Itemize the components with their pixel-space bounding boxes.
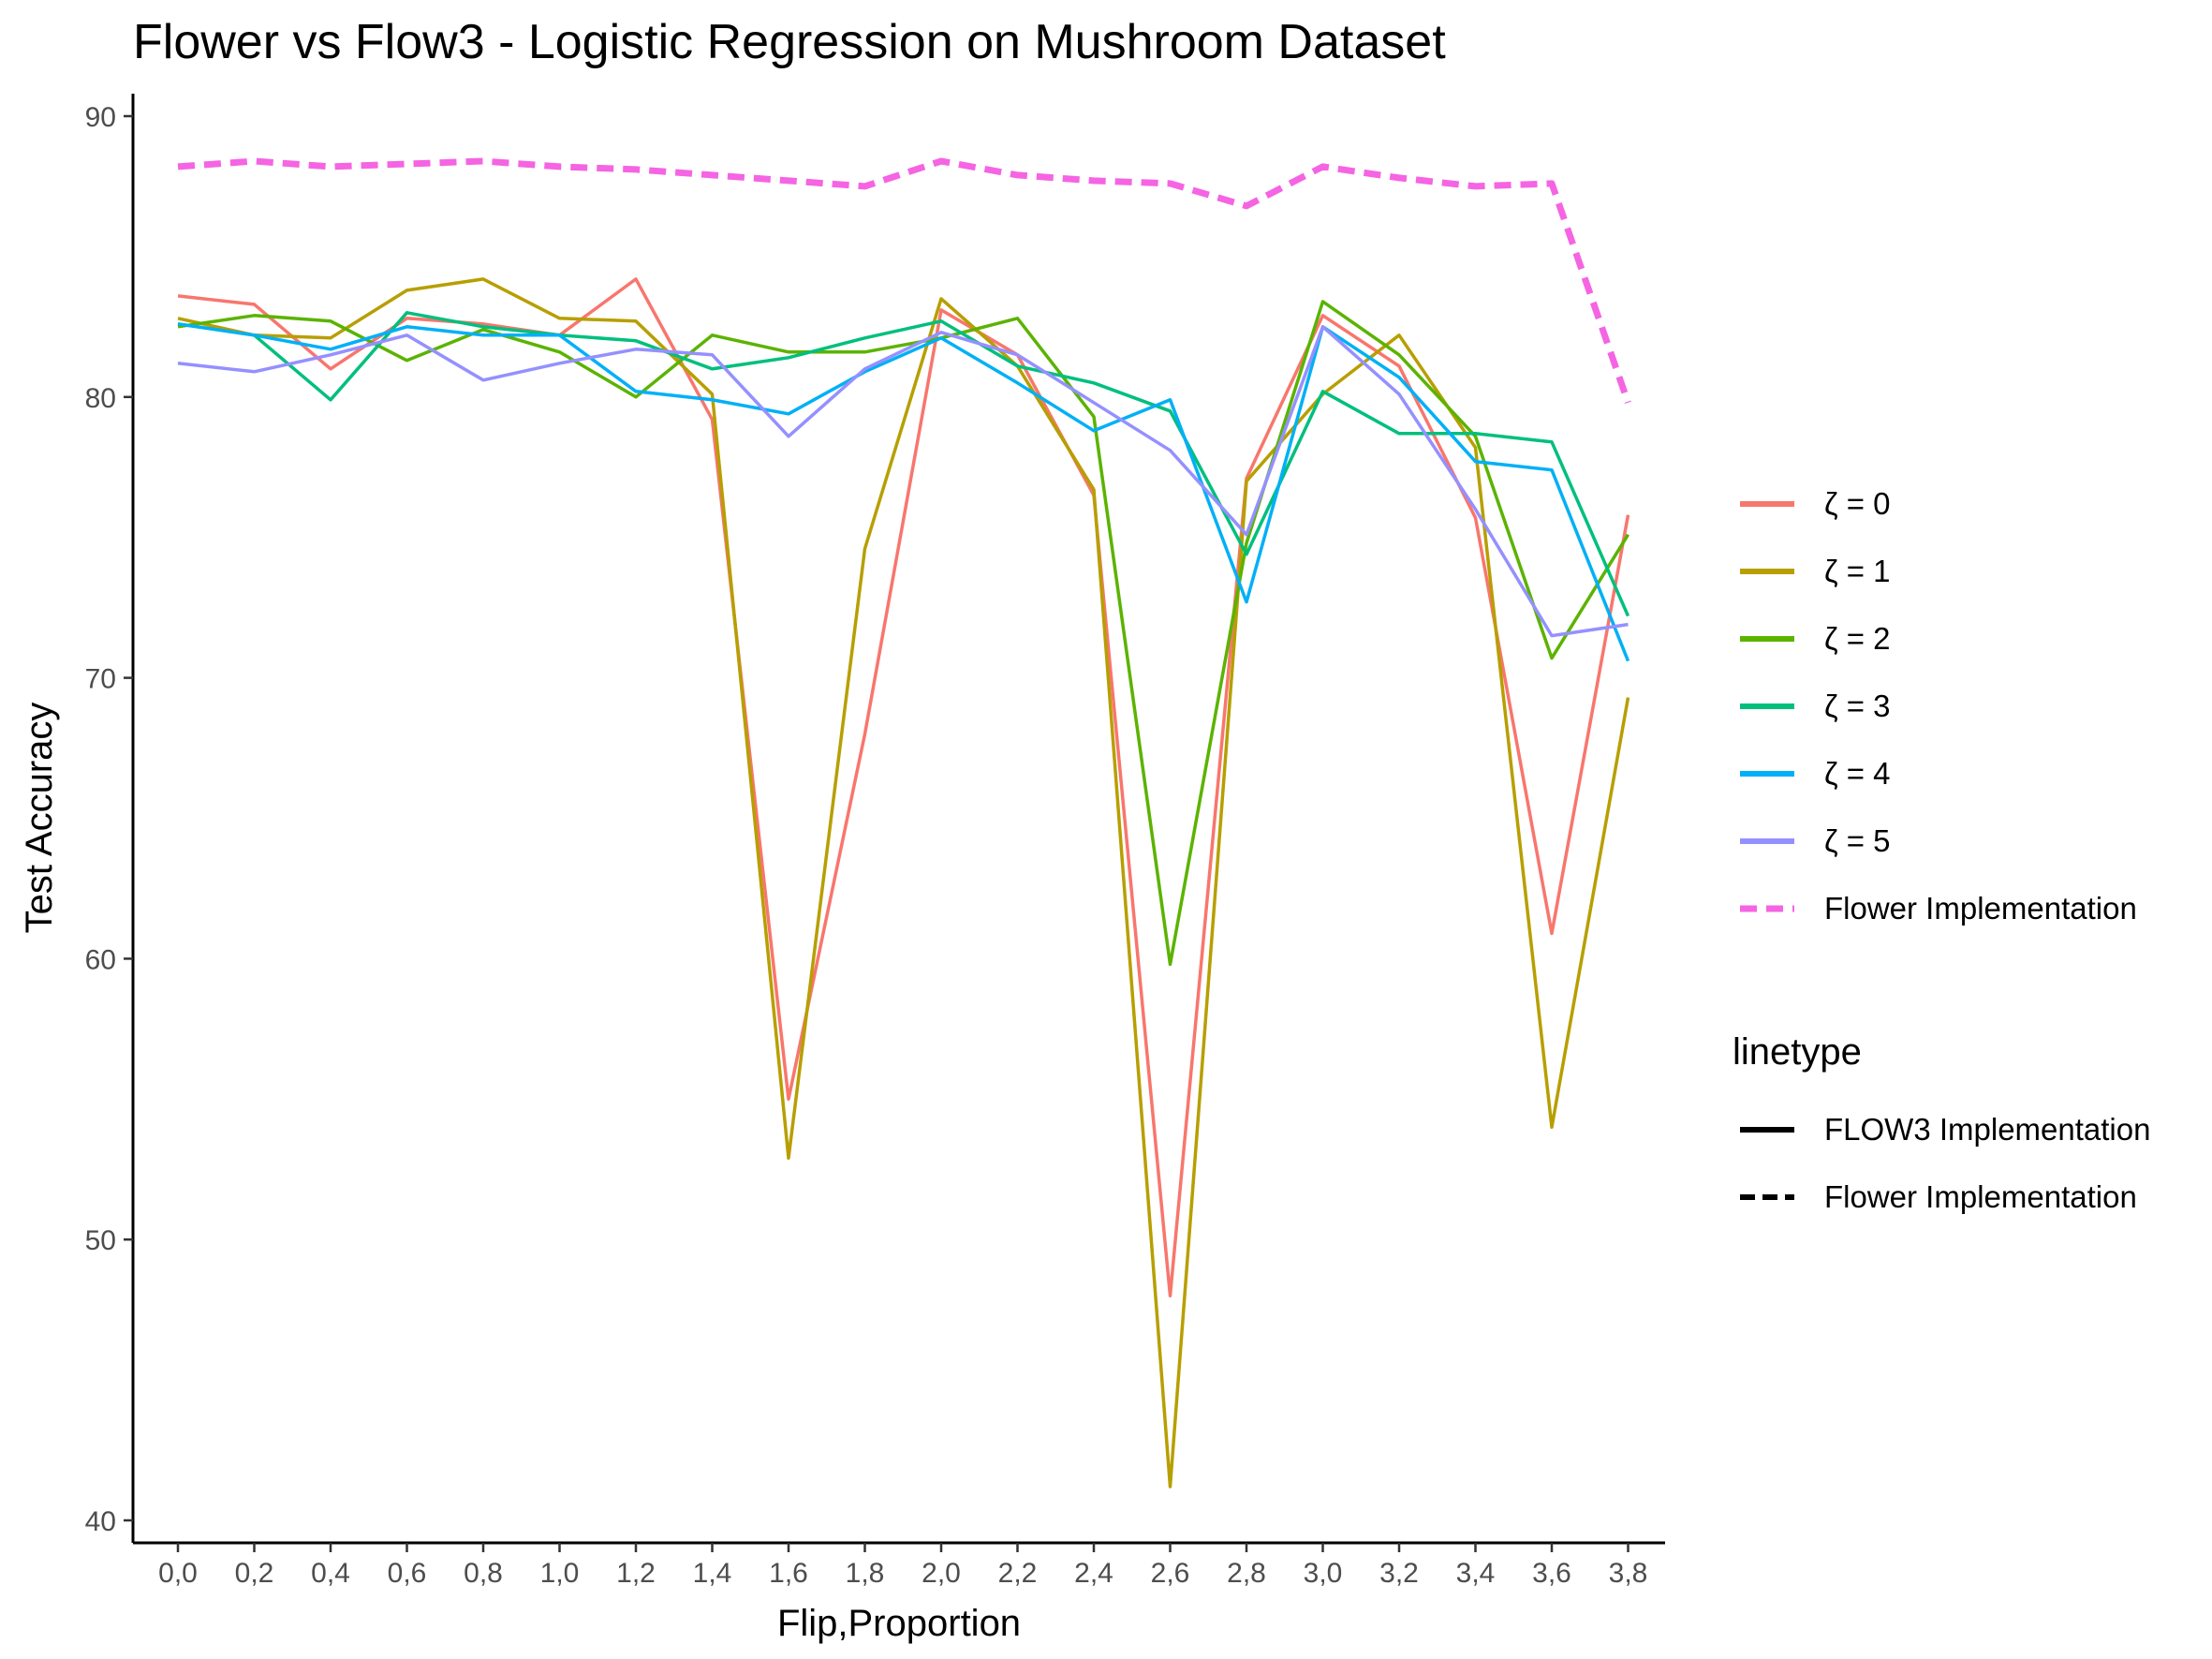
plot-area	[177, 157, 1631, 1489]
x-tick-label: 1,4	[693, 1558, 732, 1589]
y-tick-label: 40	[85, 1506, 116, 1537]
series-line-1	[177, 277, 1630, 1489]
y-tick-label: 90	[85, 102, 116, 133]
x-tick-label: 0,6	[388, 1558, 427, 1589]
x-tick-label: 2,2	[998, 1558, 1038, 1589]
x-axis-ticks: 0,0 0,2 0,4 0,6 0,8 1,0 1,2 1,4 1,6 1,8 2,0 2,2 2,4 2…	[158, 1543, 1647, 1589]
x-tick-label: 0,2	[235, 1558, 274, 1589]
legend-label-6: Flower Implementation	[1824, 891, 2137, 926]
chart-title: Flower vs Flow3 - Logistic Regression on…	[133, 15, 1446, 69]
linetype-label-0: FLOW3 Implementation	[1824, 1112, 2150, 1147]
legend-linetype-title: linetype	[1733, 1031, 1862, 1073]
x-tick-label: 2,6	[1151, 1558, 1190, 1589]
x-tick-label: 3,6	[1532, 1558, 1571, 1589]
x-tick-label: 1,6	[769, 1558, 808, 1589]
legend-label-3: ζ = 3	[1824, 689, 1891, 723]
y-tick-label: 60	[85, 944, 116, 975]
x-tick-label: 3,2	[1379, 1558, 1419, 1589]
legend-linetype: FLOW3 Implementation Flower Implementatio…	[1740, 1112, 2150, 1214]
x-tick-label: 2,4	[1074, 1558, 1113, 1589]
x-tick-label: 2,8	[1227, 1558, 1266, 1589]
y-tick-label: 50	[85, 1225, 116, 1256]
legend-colour: ζ = 0 ζ = 1 ζ = 2 ζ = 3 ζ = 4 ζ = 5 Flower Imp…	[1740, 486, 2137, 926]
legend-label-0: ζ = 0	[1824, 486, 1891, 521]
legend-label-5: ζ = 5	[1824, 823, 1891, 858]
series-line-4	[177, 322, 1630, 662]
x-tick-label: 1,2	[616, 1558, 656, 1589]
x-axis-title: Flip,Proportion	[777, 1603, 1021, 1644]
series-line-5	[177, 325, 1629, 638]
y-axis-ticks: 40 50 60 70 80 90	[85, 102, 133, 1537]
series-line-2	[177, 300, 1630, 967]
linetype-label-1: Flower Implementation	[1824, 1179, 2137, 1214]
x-tick-label: 3,8	[1609, 1558, 1648, 1589]
x-tick-label: 0,4	[311, 1558, 350, 1589]
x-tick-label: 3,4	[1456, 1558, 1496, 1589]
x-tick-label: 3,0	[1304, 1558, 1343, 1589]
x-tick-label: 1,8	[846, 1558, 885, 1589]
x-tick-label: 2,0	[922, 1558, 961, 1589]
legend-label-1: ζ = 1	[1824, 554, 1891, 588]
y-axis-title: Test Accuracy	[19, 703, 60, 934]
series-line-6	[177, 157, 1631, 404]
series-line-0	[177, 277, 1630, 1297]
x-tick-label: 0,8	[464, 1558, 503, 1589]
x-tick-label: 0,0	[158, 1558, 198, 1589]
x-tick-label: 1,0	[540, 1558, 580, 1589]
series-line-3	[177, 311, 1630, 617]
legend-label-2: ζ = 2	[1824, 621, 1891, 656]
y-tick-label: 80	[85, 383, 116, 414]
legend-label-4: ζ = 4	[1824, 756, 1891, 791]
y-tick-label: 70	[85, 664, 116, 695]
